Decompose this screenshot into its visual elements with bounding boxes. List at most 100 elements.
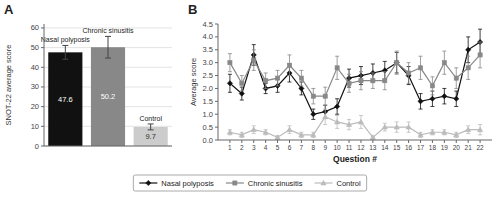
error-cap (371, 72, 375, 73)
error-cap (311, 109, 315, 110)
x-axis-label: Question # (333, 154, 377, 164)
x-tick-label: 12 (357, 144, 365, 151)
point (430, 96, 435, 101)
error-cap (287, 133, 291, 134)
error-cap (335, 128, 339, 129)
error-cap (105, 36, 111, 37)
point (371, 79, 375, 83)
legend-frame (133, 175, 366, 191)
error-bar (311, 88, 315, 103)
y-tick-label: 0 (35, 142, 39, 151)
error-cap (347, 69, 351, 70)
error-cap (311, 103, 315, 104)
point (442, 94, 447, 99)
error-bar (240, 132, 244, 137)
y-tick-label: 4.0 (203, 32, 213, 41)
error-cap (442, 103, 446, 104)
x-tick-label: 14 (381, 144, 389, 151)
error-cap (383, 130, 387, 131)
error-bar (466, 56, 470, 79)
x-tick-label: 8 (311, 144, 315, 151)
error-cap (240, 100, 244, 101)
x-tick-label: 7 (300, 144, 304, 151)
point (311, 132, 316, 137)
error-cap (478, 29, 482, 30)
error-bar (323, 109, 327, 124)
point (239, 132, 244, 137)
error-cap (478, 42, 482, 43)
panel-a: A0102030405060SNOT-22 average score47.6N… (4, 2, 172, 151)
error-cap (430, 94, 434, 95)
error-bar (430, 130, 434, 135)
point (477, 127, 482, 132)
legend-label: Control (336, 179, 361, 188)
error-cap (347, 119, 351, 120)
point (478, 53, 482, 57)
error-cap (407, 132, 411, 133)
error-bar (347, 119, 351, 129)
point (239, 91, 244, 96)
point (418, 132, 423, 137)
grid-line (44, 146, 172, 147)
error-bar (323, 87, 327, 105)
point (347, 81, 351, 85)
point (264, 79, 268, 83)
y-axis-label: Average score (189, 58, 198, 106)
y-tick-label: 4.5 (203, 20, 213, 29)
error-cap (228, 74, 232, 75)
point (466, 47, 471, 52)
error-cap (287, 125, 291, 126)
error-cap (228, 92, 232, 93)
y-tick-label: 10 (31, 122, 39, 131)
error-bar (383, 72, 387, 90)
error-cap (383, 71, 387, 72)
legend-item: Control (314, 179, 361, 188)
error-bar (454, 68, 458, 89)
point (263, 130, 268, 135)
error-cap (311, 88, 315, 89)
error-cap (466, 125, 470, 126)
point (335, 119, 340, 124)
legend: Nasal polyposisChronic sinusitisControl (133, 175, 366, 191)
legend-item: Nasal polyposis (139, 179, 214, 188)
error-cap (311, 119, 315, 120)
series (227, 29, 482, 139)
error-bar (311, 132, 315, 137)
error-bar (335, 99, 339, 114)
point (323, 94, 327, 98)
y-tick-label: 40 (31, 63, 39, 72)
error-cap (478, 134, 482, 135)
error-cap (454, 67, 458, 68)
error-cap (335, 115, 339, 116)
error-bar (419, 94, 423, 109)
point (418, 66, 422, 70)
error-cap (252, 125, 256, 126)
y-tick-label: 0.5 (203, 123, 213, 132)
bars (48, 36, 167, 146)
error-cap (252, 44, 256, 45)
point (228, 61, 232, 65)
point (418, 99, 423, 104)
error-cap (148, 123, 154, 124)
series-group (227, 29, 482, 119)
x-tick-label: 20 (453, 144, 461, 151)
bar-labels: 47.6Nasal polyposis50.2Chronic sinusitis… (41, 27, 163, 141)
series-group (227, 109, 482, 139)
error-bar (347, 74, 351, 92)
error-cap (264, 93, 268, 94)
point (407, 71, 411, 75)
x-tick-label: 21 (465, 144, 473, 151)
error-line (65, 45, 66, 59)
y-tick-label: 50 (31, 43, 39, 52)
error-cap (252, 70, 256, 71)
error-cap (466, 56, 470, 57)
bar (48, 52, 82, 146)
error-cap (359, 71, 363, 72)
error-bar (454, 91, 458, 106)
point (323, 114, 328, 119)
error-cap (430, 106, 434, 107)
panel-label: A (4, 2, 14, 17)
point (454, 132, 459, 137)
error-cap (299, 85, 303, 86)
error-bar (454, 132, 458, 137)
